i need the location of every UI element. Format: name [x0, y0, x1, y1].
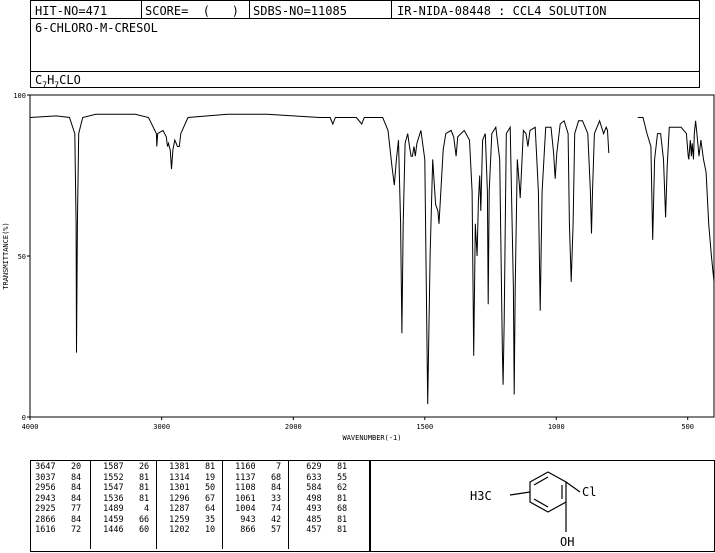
sdbs-no: SDBS-NO=11085 [253, 4, 347, 18]
spectrum-line [29, 113, 715, 405]
score: SCORE= ( ) [145, 4, 239, 18]
peak-row: 1296 67 [164, 493, 216, 504]
peak-row: 1446 60 [98, 525, 150, 535]
peak-row: 1137 68 [230, 472, 282, 483]
bond-methyl [509, 491, 531, 496]
peak-row: 2956 84 [30, 483, 82, 493]
peak-row: 493 68 [296, 504, 348, 514]
peak-row: 1459 66 [98, 514, 150, 525]
chloro-label: Cl [582, 485, 596, 499]
peak-row: 1259 35 [164, 514, 216, 525]
double-bond [533, 498, 549, 508]
peak-row: 1202 10 [164, 525, 216, 535]
y-tick-label: 0 [22, 414, 26, 422]
x-tick-label: 1500 [416, 423, 433, 431]
peak-row: 1301 50 [164, 483, 216, 493]
divider [249, 1, 250, 19]
peak-row: 1004 74 [230, 504, 282, 514]
peak-row: 485 81 [296, 514, 348, 525]
peak-column: 1381 81 1314 19 1301 50 1296 67 1287 64 … [164, 462, 215, 536]
peak-row: 1381 81 [164, 462, 216, 472]
x-tick-label: 3000 [153, 423, 170, 431]
peak-row: 629 81 [296, 462, 348, 472]
peak-column-divider [222, 460, 223, 549]
x-tick-label: 500 [681, 423, 694, 431]
peak-row: 498 81 [296, 493, 348, 504]
x-tick-label: 1000 [548, 423, 565, 431]
molecular-structure: H3C Cl OH [470, 471, 596, 549]
peak-row: 943 42 [230, 514, 282, 525]
peak-row: 633 55 [296, 472, 348, 483]
y-tick-label: 100 [13, 92, 26, 100]
peak-row: 2866 84 [30, 514, 82, 525]
benzene-ring [529, 471, 567, 513]
compound-box: 6-CHLORO-M-CRESOL C7H7CLO [30, 18, 700, 90]
divider [391, 1, 392, 19]
peak-row: 3647 20 [30, 462, 82, 472]
peak-column: 3647 20 3037 84 2956 84 2943 84 2925 77 … [30, 462, 81, 536]
peak-table-frame [30, 460, 370, 552]
peak-column: 629 81 633 55 584 62 498 81 493 68 485 8… [296, 462, 347, 536]
bond-cl [565, 481, 581, 493]
peak-column: 1587 26 1552 81 1547 81 1536 81 1489 4 1… [98, 462, 149, 536]
peak-row: 584 62 [296, 483, 348, 493]
peak-row: 1536 81 [98, 493, 150, 504]
peak-row: 1061 33 [230, 493, 282, 504]
methyl-label: H3C [470, 489, 492, 503]
y-axis-label: TRANSMITTANCE(%) [2, 222, 10, 289]
formula-divider [31, 71, 699, 72]
peak-row: 1489 4 [98, 504, 150, 514]
x-tick-label: 4000 [22, 423, 39, 431]
x-tick-label: 2000 [285, 423, 302, 431]
peak-row: 866 57 [230, 525, 282, 535]
x-axis-label: WAVENUMBER(-1) [342, 434, 401, 442]
compound-formula: C7H7CLO [35, 73, 81, 90]
peak-row: 1616 72 [30, 525, 82, 535]
ir-spectrum-chart: 4000 3000 2000 1500 1000 500 0 50 100 WAVENUMBER… [2, 92, 715, 442]
axes: 4000 3000 2000 1500 1000 500 0 50 100 [13, 92, 694, 431]
peak-row: 1160 7 [230, 462, 282, 472]
peak-column: 1160 7 1137 68 1108 84 1061 33 1004 74 9… [230, 462, 281, 536]
peak-row: 1552 81 [98, 472, 150, 483]
y-tick-label: 50 [18, 253, 26, 261]
peak-column-divider [156, 460, 157, 549]
peak-column-divider [90, 460, 91, 549]
peak-row: 3037 84 [30, 472, 82, 483]
double-bond [533, 476, 549, 486]
plot-frame [29, 94, 715, 418]
header-bar: HIT-NO=471 SCORE= ( ) SDBS-NO=11085 IR-N… [30, 0, 700, 19]
compound-name: 6-CHLORO-M-CRESOL [35, 21, 158, 35]
peak-row: 2943 84 [30, 493, 82, 504]
peak-row: 1314 19 [164, 472, 216, 483]
divider [141, 1, 142, 19]
peak-row: 1287 64 [164, 504, 216, 514]
hydroxyl-label: OH [560, 535, 574, 549]
peak-row: 457 81 [296, 525, 348, 535]
hit-no: HIT-NO=471 [35, 4, 108, 18]
peak-row: 1587 26 [98, 462, 150, 472]
ir-nida: IR-NIDA-08448 : CCL4 SOLUTION [397, 4, 607, 18]
peak-row: 1108 84 [230, 483, 282, 493]
peak-row: 1547 81 [98, 483, 150, 493]
peak-column-divider [288, 460, 289, 549]
peak-row: 2925 77 [30, 504, 82, 514]
